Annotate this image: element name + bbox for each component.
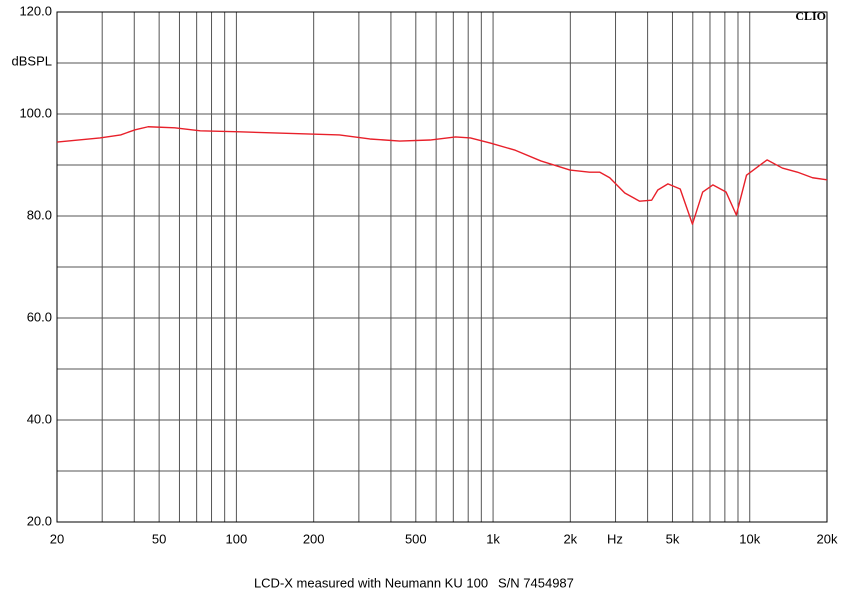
frequency-response-line	[56, 126, 828, 225]
x-tick-label: 2k	[563, 531, 577, 546]
y-tick-label: 20.0	[27, 513, 52, 528]
x-tick-label: 1k	[486, 531, 500, 546]
x-tick-label: 20k	[817, 531, 838, 546]
x-tick-label: 20	[50, 531, 64, 546]
x-tick-label: 5k	[666, 531, 680, 546]
plot-border	[56, 11, 828, 523]
chart-title: LCD-X measured with Neumann KU 100	[254, 575, 488, 590]
y-axis-label: dBSPL	[12, 53, 52, 68]
x-axis-label: Hz	[607, 531, 623, 546]
y-tick-label: 80.0	[27, 207, 52, 222]
x-tick-label: 50	[152, 531, 166, 546]
x-tick-label: 10k	[739, 531, 760, 546]
x-tick-label: 200	[303, 531, 325, 546]
serial-number: S/N 7454987	[498, 575, 574, 590]
y-tick-label: 120.0	[19, 3, 52, 18]
x-tick-label: 500	[405, 531, 427, 546]
y-tick-label: 40.0	[27, 411, 52, 426]
x-tick-label: 100	[226, 531, 248, 546]
y-tick-label: 100.0	[19, 105, 52, 120]
y-tick-label: 60.0	[27, 309, 52, 324]
brand: CLIO	[795, 9, 826, 23]
